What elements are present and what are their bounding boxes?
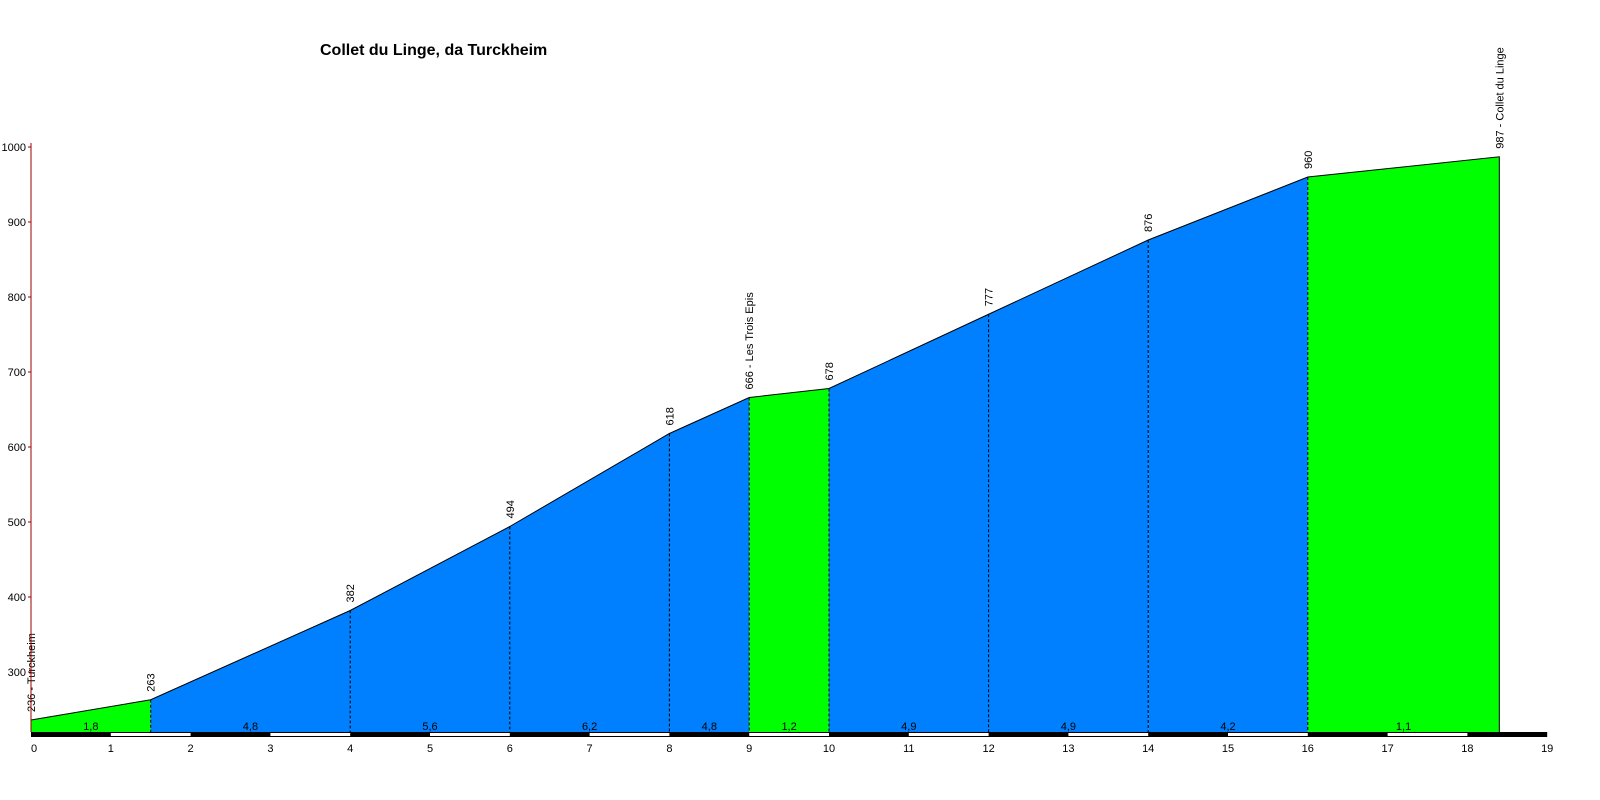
- segment-area-0: [31, 699, 151, 732]
- distance-bar-white-17: [1387, 733, 1468, 736]
- elevation-label-9: 960: [1303, 151, 1315, 169]
- distance-bar-white-5: [430, 733, 510, 736]
- y-tick-label-4: 700: [8, 367, 26, 379]
- x-tick-label-14: 14: [1142, 743, 1154, 755]
- x-tick-label-17: 17: [1381, 743, 1393, 755]
- elevation-label-8: 876: [1143, 214, 1155, 232]
- elevation-label-3: 494: [505, 500, 517, 518]
- gradient-label-5: 1,2: [781, 721, 796, 733]
- x-tick-label-16: 16: [1302, 743, 1314, 755]
- x-tick-label-8: 8: [666, 743, 672, 755]
- segment-area-9: [1307, 156, 1500, 732]
- x-tick-label-11: 11: [903, 743, 914, 755]
- segment-area-3: [509, 433, 670, 732]
- elevation-label-4: 618: [664, 407, 676, 425]
- y-tick-label-1: 400: [8, 592, 26, 604]
- y-tick-label-2: 500: [8, 517, 26, 529]
- distance-bar-white-9: [749, 733, 829, 736]
- elevation-label-6: 678: [824, 362, 836, 380]
- y-tick-label-0: 300: [8, 667, 26, 679]
- x-tick-label-13: 13: [1062, 743, 1074, 755]
- elevation-label-0: 236 - Turckheim: [26, 633, 38, 712]
- gradient-label-7: 4,9: [1061, 721, 1076, 733]
- elevation-label-5: 666 - Les Trois Epis: [744, 292, 756, 390]
- distance-bar-white-7: [589, 733, 670, 736]
- x-tick-label-7: 7: [587, 743, 593, 755]
- elevation-label-1: 263: [146, 673, 158, 691]
- y-tick-label-6: 900: [8, 217, 26, 229]
- segment-area-1: [150, 610, 351, 732]
- gradient-label-2: 5,6: [422, 721, 437, 733]
- elevation-label-10: 987 - Collet du Linge: [1494, 47, 1506, 149]
- gradient-label-8: 4,2: [1220, 721, 1235, 733]
- profile-outline: [30, 156, 1500, 732]
- segment-dividers: [150, 177, 1309, 732]
- distance-bar-white-13: [1068, 733, 1149, 736]
- x-tick-label-2: 2: [188, 743, 194, 755]
- x-tick-label-9: 9: [746, 743, 752, 755]
- gradient-label-6: 4,9: [901, 721, 916, 733]
- x-tick-label-15: 15: [1222, 743, 1234, 755]
- x-tick-label-10: 10: [823, 743, 835, 755]
- gradient-label-4: 4,8: [702, 721, 717, 733]
- distance-bar-white-3: [270, 733, 351, 736]
- elevation-label-7: 777: [984, 288, 996, 306]
- y-tick-label-7: 1000: [2, 142, 26, 154]
- segment-area-4: [669, 397, 750, 732]
- segment-area-5: [749, 388, 829, 732]
- chart-title: Collet du Linge, da Turckheim: [320, 42, 547, 59]
- x-tick-label-3: 3: [267, 743, 273, 755]
- gradient-label-3: 6,2: [582, 721, 597, 733]
- distance-bar-white-15: [1228, 733, 1308, 736]
- distance-bar-white-11: [908, 733, 989, 736]
- x-tick-label-19: 19: [1541, 743, 1553, 755]
- segment-areas: [31, 156, 1500, 732]
- gradient-label-0: 1,8: [83, 721, 98, 733]
- gradient-label-9: 1,1: [1396, 721, 1411, 733]
- x-tick-label-1: 1: [108, 743, 114, 755]
- x-tick-label-18: 18: [1461, 743, 1473, 755]
- distance-bar-white-1: [110, 733, 191, 736]
- x-tick-label-6: 6: [507, 743, 513, 755]
- x-tick-label-5: 5: [427, 743, 433, 755]
- y-axis: 300 400 500 600 700 800 900 1000: [2, 142, 32, 732]
- gradient-labels: 1,8 4,8 5,6 6,2 4,8 1,2 4,9 4,9 4,2 1,1: [83, 721, 1411, 733]
- x-tick-label-0: 0: [31, 743, 37, 755]
- x-tick-label-4: 4: [347, 743, 353, 755]
- segment-area-2: [350, 526, 510, 732]
- elevation-label-2: 382: [345, 584, 357, 602]
- elevation-labels: 236 - Turckheim 263 382 494 618 666 - Les Tro…: [26, 47, 1506, 712]
- segment-area-8: [1148, 177, 1308, 732]
- y-tick-label-3: 600: [8, 442, 26, 454]
- x-tick-label-12: 12: [982, 743, 994, 755]
- gradient-label-1: 4,8: [243, 721, 258, 733]
- segment-area-6: [829, 314, 989, 732]
- y-tick-label-5: 800: [8, 292, 26, 304]
- segment-area-7: [988, 240, 1149, 732]
- x-axis-tick-labels: 0 1 2 3 4 5 6 7 8 9 10 11 12 13 14 15 16 17 18 19: [31, 743, 1553, 755]
- distance-scale-bar: [31, 732, 1548, 737]
